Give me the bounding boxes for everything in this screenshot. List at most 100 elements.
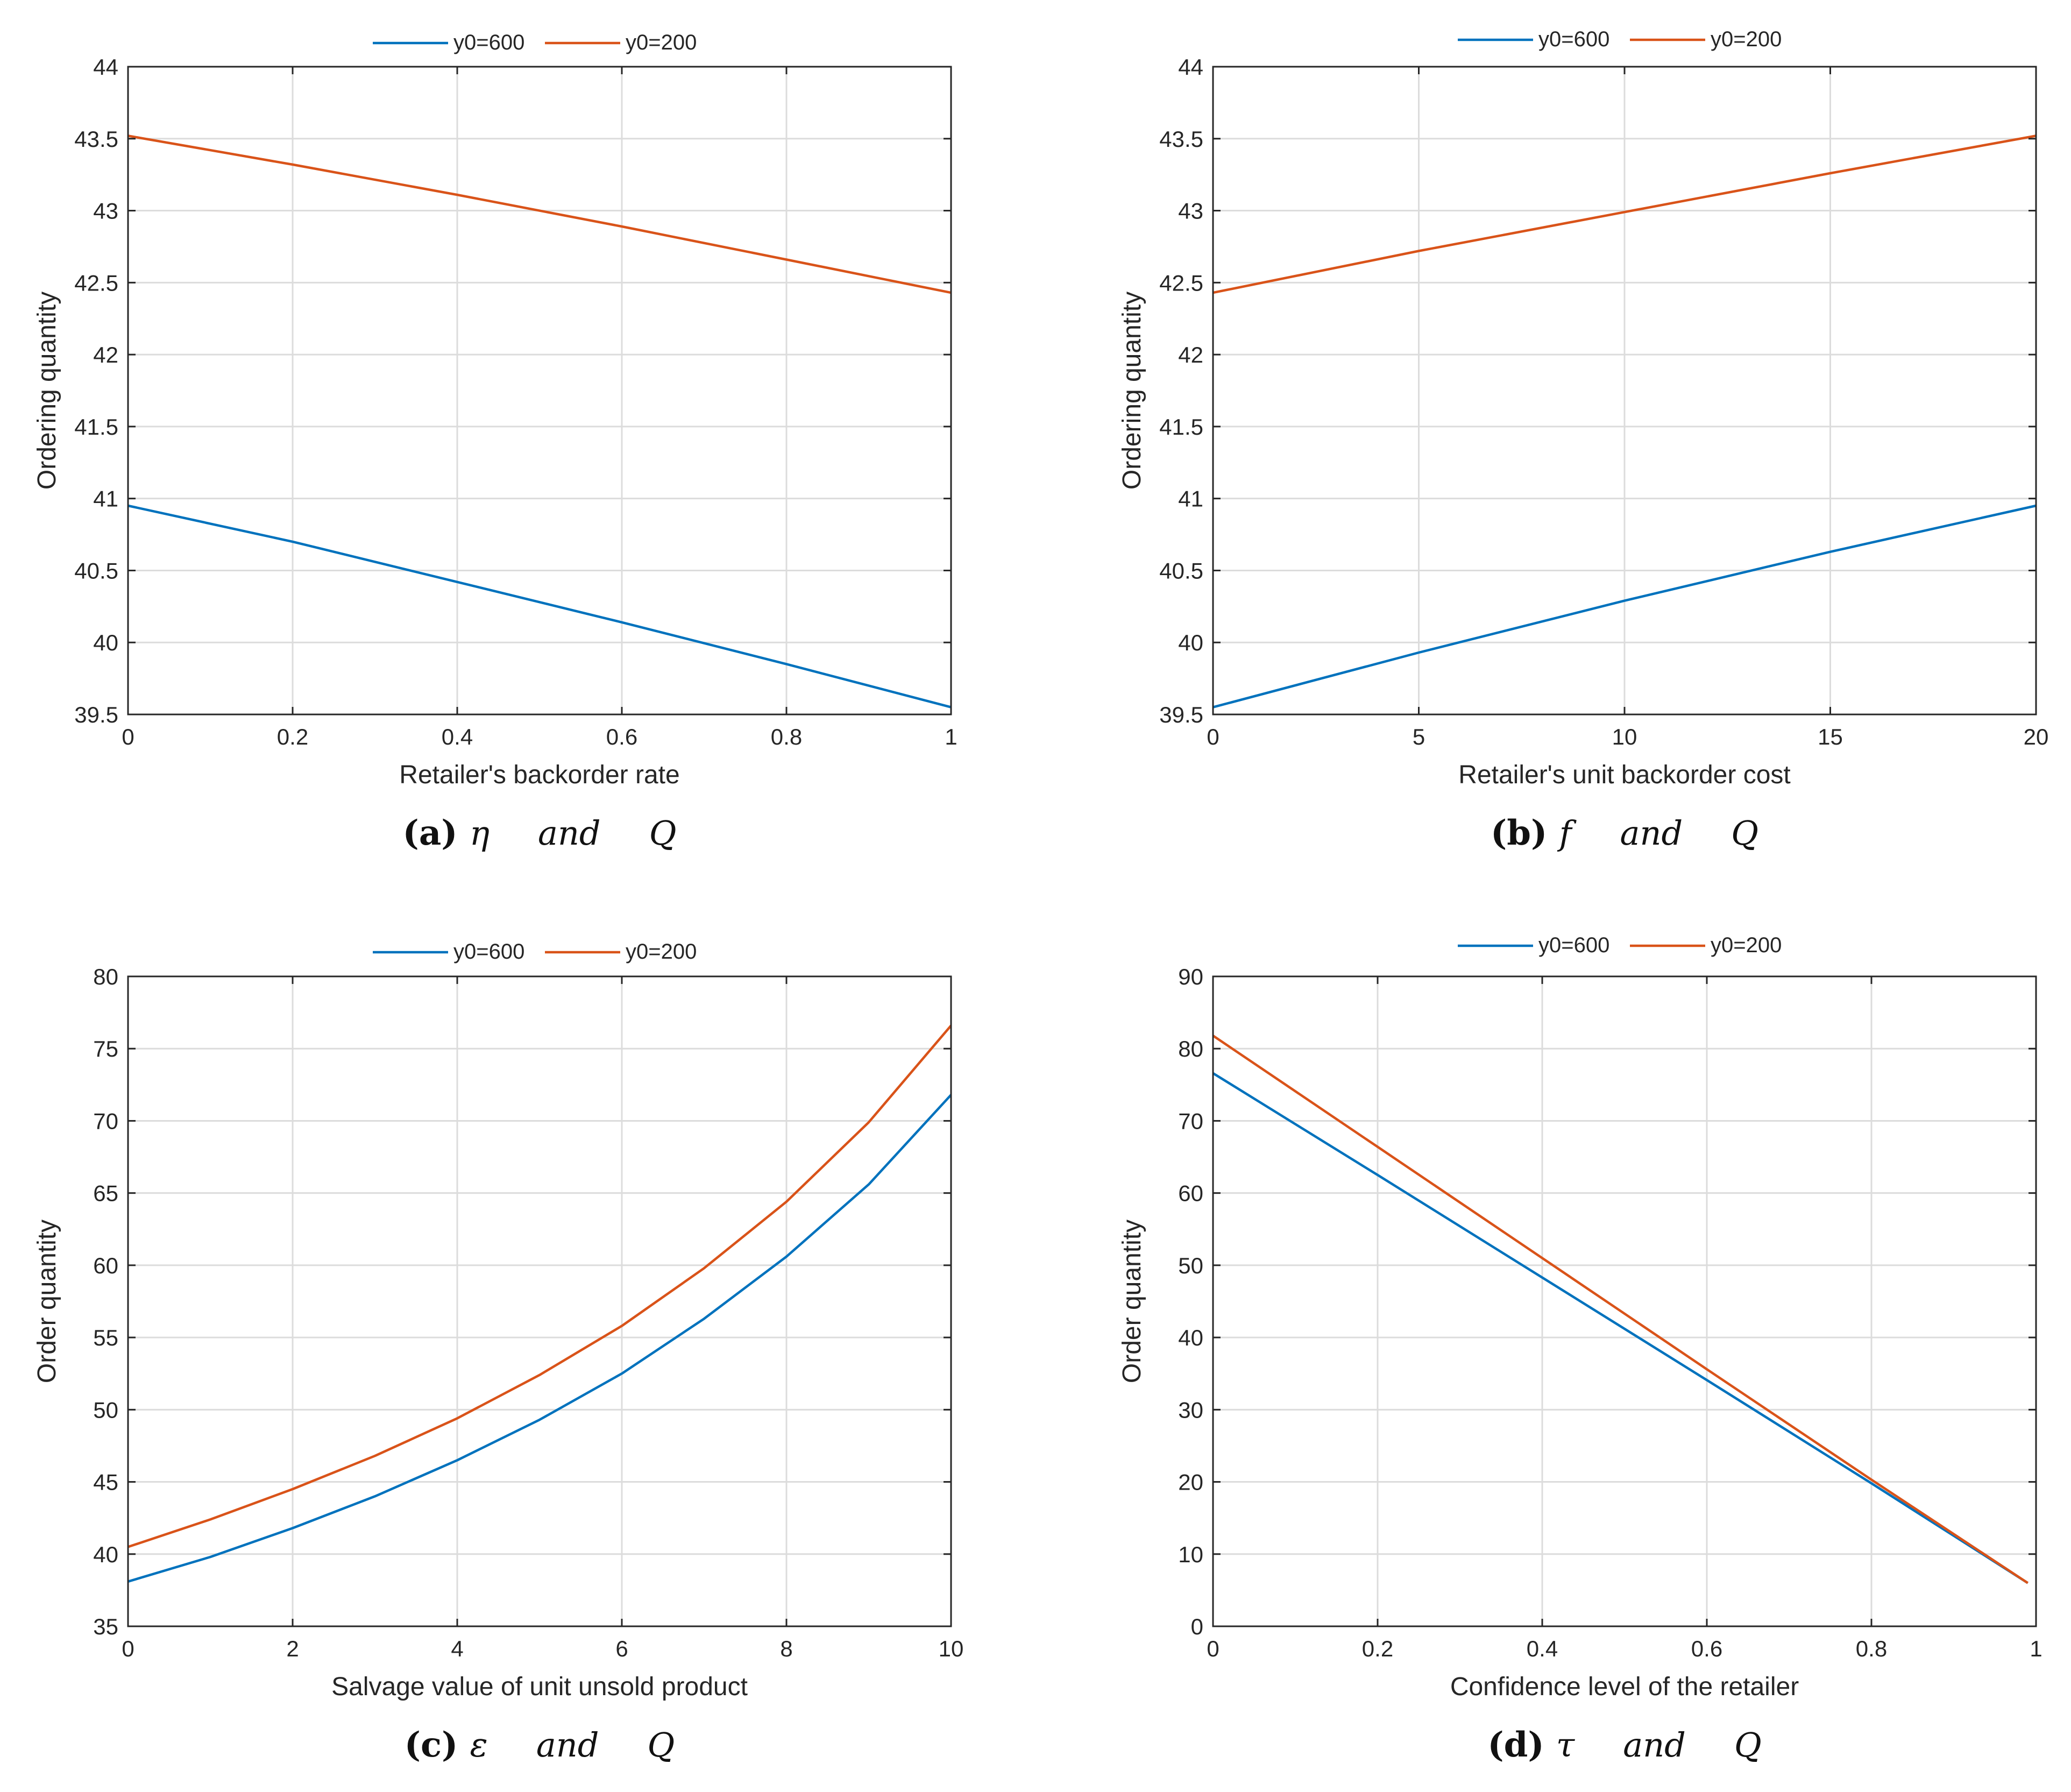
- y-tick-label: 50: [93, 1397, 118, 1422]
- y-tick-label: 41: [93, 486, 118, 512]
- y-tick-label: 10: [1178, 1542, 1203, 1567]
- caption-q: Q: [649, 813, 677, 853]
- y-axis-label: Ordering quantity: [33, 292, 61, 490]
- x-tick-label: 0.8: [1856, 1636, 1887, 1661]
- series-line-y0-200: [1212, 134, 2037, 294]
- y-tick-label: 39.5: [1159, 702, 1203, 727]
- x-tick-label: 4: [451, 1636, 463, 1661]
- series-line-y0-200: [1212, 1035, 2029, 1584]
- y-tick-label: 40.5: [1159, 558, 1203, 583]
- x-tick-label: 0: [122, 724, 134, 749]
- y-axis-label: Ordering quantity: [1118, 292, 1146, 490]
- x-tick-label: 1: [2030, 1636, 2042, 1661]
- x-tick-label: 8: [780, 1636, 792, 1661]
- y-tick-label: 42.5: [74, 270, 118, 295]
- y-tick-label: 44: [93, 54, 118, 80]
- x-tick-label: 15: [1818, 724, 1843, 749]
- x-tick-label: 0: [1207, 1636, 1219, 1661]
- panel-caption: (a) η and Q: [403, 813, 677, 853]
- x-tick-label: 0.6: [1691, 1636, 1722, 1661]
- legend-label: y0=200: [1711, 933, 1782, 957]
- y-tick-label: 30: [1178, 1397, 1203, 1422]
- y-tick-label: 55: [93, 1325, 118, 1350]
- y-tick-label: 40: [93, 1542, 118, 1567]
- panel-caption: (c) ε and Q: [405, 1725, 675, 1765]
- y-tick-label: 43.5: [1159, 126, 1203, 152]
- x-tick-label: 0.8: [771, 724, 802, 749]
- y-tick-label: 50: [1178, 1253, 1203, 1278]
- y-tick-label: 75: [93, 1036, 118, 1061]
- axes-box: [127, 975, 952, 1627]
- x-tick-label: 0: [122, 1636, 134, 1661]
- x-tick-label: 2: [286, 1636, 299, 1661]
- x-tick-label: 0.6: [606, 724, 637, 749]
- y-tick-label: 60: [93, 1253, 118, 1278]
- caption-letter: (d): [1487, 1725, 1556, 1765]
- axes-box: [1212, 975, 2037, 1627]
- series-line-y0-200: [127, 1024, 952, 1548]
- chart-panel-b: 0 5 10 15 20 39.5 40 40.5 41 41.5 42 42.5 43 43.5 44 Re…: [1118, 27, 2048, 853]
- legend-label: y0=200: [626, 31, 697, 54]
- y-tick-label: 40.5: [74, 558, 118, 583]
- y-tick-label: 42: [93, 342, 118, 367]
- x-tick-label: 0.2: [277, 724, 308, 749]
- x-tick-label: 20: [2024, 724, 2049, 749]
- y-tick-label: 90: [1178, 964, 1203, 989]
- y-tick-label: 42: [1178, 342, 1203, 367]
- y-tick-label: 70: [93, 1108, 118, 1134]
- legend-label: y0=600: [453, 940, 524, 964]
- y-tick-label: 40: [93, 630, 118, 655]
- y-tick-label: 41.5: [74, 414, 118, 440]
- caption-q: Q: [1731, 813, 1758, 853]
- legend-label: y0=200: [626, 940, 697, 964]
- y-tick-label: 40: [1178, 1325, 1203, 1350]
- series-line-y0-600: [127, 1094, 952, 1583]
- x-axis-label: Retailer's unit backorder cost: [1458, 761, 1790, 789]
- series-line-y0-600: [127, 504, 952, 709]
- caption-symbol: ε: [470, 1725, 488, 1765]
- x-tick-label: 1: [945, 724, 957, 749]
- y-tick-label: 45: [93, 1470, 118, 1495]
- y-tick-label: 43.5: [74, 126, 118, 152]
- legend-label: y0=200: [1711, 27, 1782, 51]
- y-tick-label: 40: [1178, 630, 1203, 655]
- y-tick-label: 39.5: [74, 702, 118, 727]
- y-tick-label: 60: [1178, 1181, 1203, 1206]
- x-axis-label: Retailer's backorder rate: [399, 761, 679, 789]
- y-tick-label: 65: [93, 1181, 118, 1206]
- y-tick-label: 43: [1178, 199, 1203, 224]
- series-line-y0-600: [1212, 504, 2037, 709]
- y-tick-label: 44: [1178, 54, 1203, 80]
- legend-label: y0=600: [1538, 933, 1609, 957]
- y-tick-label: 35: [93, 1614, 118, 1639]
- caption-and: and: [538, 813, 601, 853]
- caption-symbol: η: [470, 813, 490, 853]
- y-tick-label: 80: [1178, 1036, 1203, 1061]
- y-tick-label: 20: [1178, 1470, 1203, 1495]
- chart-panel-d: 0 0.2 0.4 0.6 0.8 10102030405060708090Confide…: [1118, 933, 2042, 1765]
- legend-label: y0=600: [1538, 27, 1609, 51]
- caption-q: Q: [647, 1725, 675, 1765]
- caption-and: and: [536, 1725, 599, 1765]
- y-tick-label: 41.5: [1159, 414, 1203, 440]
- y-tick-label: 41: [1178, 486, 1203, 512]
- panel-caption: (d) τ and Q: [1487, 1725, 1761, 1765]
- y-axis-label: Order quantity: [33, 1220, 61, 1383]
- y-axis-label: Order quantity: [1118, 1220, 1146, 1383]
- caption-symbol: τ: [1556, 1725, 1576, 1765]
- legend-label: y0=600: [453, 31, 524, 54]
- chart-panel-c: 0 2 4 6 8 10 35 40 45 50 55 60 65 70 75 80 Salvage value…: [33, 940, 963, 1765]
- series-line-y0-600: [1212, 1072, 2029, 1584]
- x-tick-label: 5: [1413, 724, 1425, 749]
- series-line-y0-200: [127, 134, 952, 294]
- x-tick-label: 0.4: [442, 724, 473, 749]
- caption-letter: (a): [403, 813, 470, 853]
- x-tick-label: 0.4: [1527, 1636, 1558, 1661]
- x-tick-label: 10: [1612, 724, 1637, 749]
- axes-box: [127, 66, 952, 716]
- y-tick-label: 43: [93, 199, 118, 224]
- x-tick-label: 0.2: [1362, 1636, 1393, 1661]
- x-axis-label: Salvage value of unit unsold product: [331, 1673, 748, 1701]
- caption-letter: (b): [1491, 813, 1559, 853]
